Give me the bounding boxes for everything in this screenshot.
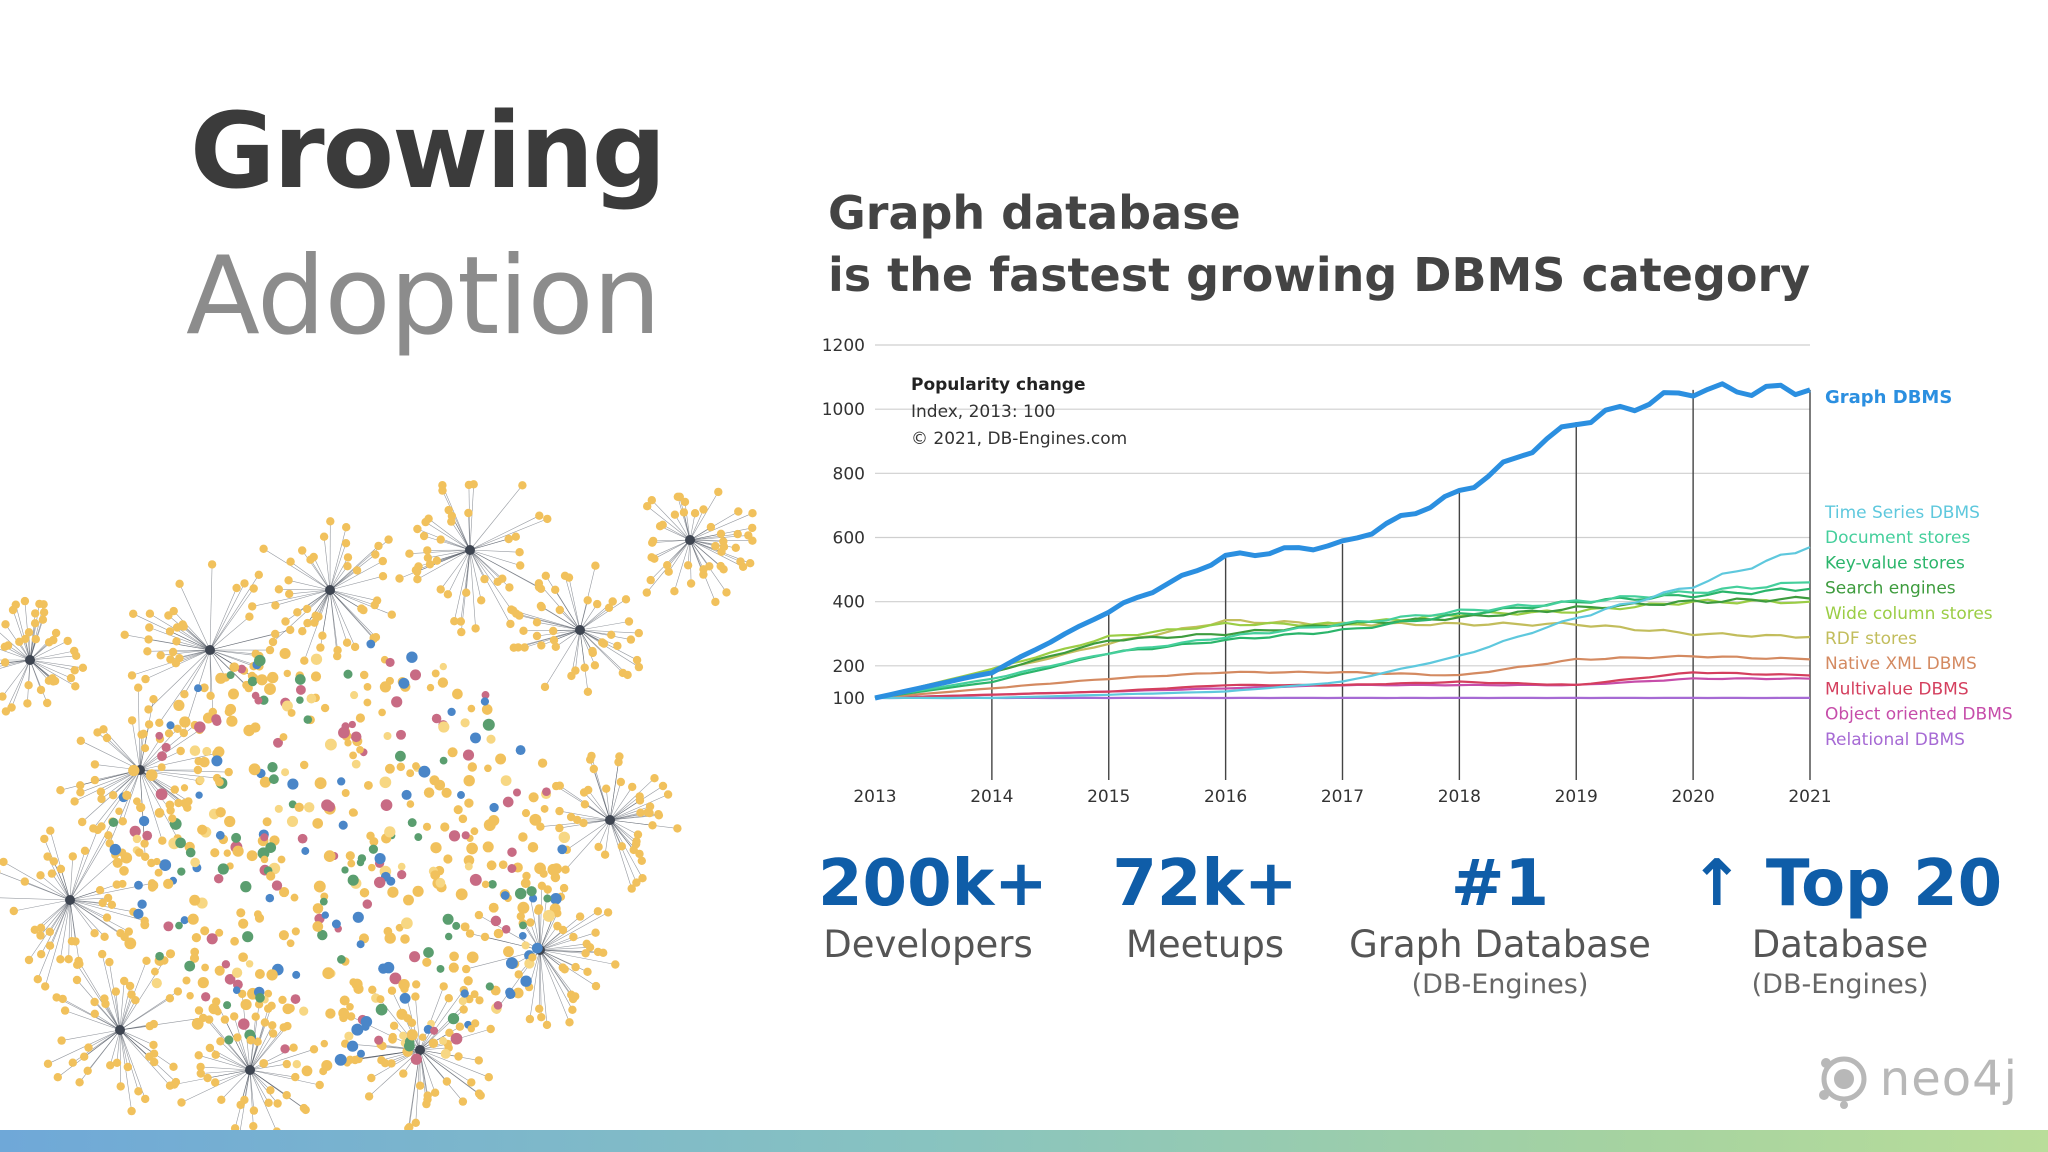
x-tick-2018: 2018 — [1438, 787, 1481, 807]
x-tick-2021: 2021 — [1788, 787, 1831, 807]
stat-top-20-source: (DB-Engines) — [1751, 969, 1929, 1000]
network-hub — [248, 517, 396, 665]
network-hub — [0, 596, 88, 716]
network-hub — [642, 487, 757, 607]
series-line-time-series-dbms — [874, 546, 1811, 700]
legend: Graph DBMS Time Series DBMS Document store… — [1824, 387, 2013, 750]
chart-headline: Graph database is the fastest growing DB… — [828, 182, 2008, 306]
x-tick-2015: 2015 — [1087, 787, 1130, 807]
axis-ticks: 1200 1000 800 600 400 200 100 2013 2014 2015 2016 2… — [822, 336, 1832, 807]
legend-label-graph-dbms: Graph DBMS — [1825, 387, 1952, 408]
neo4j-logo-icon — [1818, 1056, 1867, 1109]
y-tick-1200: 1200 — [822, 336, 865, 356]
annotation-line-2: © 2021, DB-Engines.com — [911, 429, 1127, 449]
stat-meetups-value: 72k+ — [1112, 847, 1298, 921]
series-lines — [874, 381, 1811, 701]
network-hub — [43, 949, 208, 1116]
y-tick-600: 600 — [833, 529, 865, 549]
stat-graph-db-rank-value: #1 — [1450, 847, 1550, 921]
legend-label-time-series-dbms: Time Series DBMS — [1824, 503, 1980, 523]
stat-top-20-value: ↑ Top 20 — [1690, 847, 2003, 921]
network-hub — [0, 817, 157, 991]
y-tick-800: 800 — [833, 464, 865, 484]
year-markers — [991, 389, 1811, 780]
neo4j-logo-text: neo4j — [1879, 1051, 2018, 1107]
network-nodes — [0, 480, 757, 1150]
y-tick-400: 400 — [833, 593, 865, 613]
title-growing: Growing — [190, 90, 666, 212]
headline-line-1: Graph database — [828, 186, 1241, 240]
stat-top-20: ↑ Top 20 Database (DB-Engines) — [1690, 846, 2003, 1002]
legend-label-rdf-stores: RDF stores — [1825, 629, 1917, 649]
stat-developers-label: Developers — [823, 923, 1033, 966]
x-tick-2020: 2020 — [1671, 787, 1714, 807]
network-hub — [120, 560, 295, 738]
legend-label-document-stores: Document stores — [1825, 528, 1970, 548]
neo4j-logo: neo4j — [1816, 1044, 2018, 1114]
network-hub — [395, 480, 552, 637]
stat-meetups-label: Meetups — [1125, 923, 1285, 966]
y-tick-200: 200 — [833, 657, 865, 677]
stat-developers: 200k+ Developers — [818, 846, 1048, 968]
title-adoption: Adoption — [186, 234, 661, 359]
headline-line-2: is the fastest growing DBMS category — [828, 248, 1811, 302]
x-tick-2014: 2014 — [970, 787, 1013, 807]
stat-graph-db-rank: #1 Graph Database (DB-Engines) — [1330, 846, 1670, 1002]
x-tick-2016: 2016 — [1204, 787, 1247, 807]
x-tick-2019: 2019 — [1555, 787, 1598, 807]
network-core — [108, 639, 571, 1077]
y-tick-100: 100 — [833, 689, 865, 709]
stat-meetups: 72k+ Meetups — [1110, 846, 1300, 968]
legend-label-key-value-stores: Key-value stores — [1825, 553, 1965, 573]
x-tick-2013: 2013 — [853, 787, 896, 807]
legend-label-search-engines: Search engines — [1825, 579, 1956, 599]
legend-label-object-oriented-dbms: Object oriented DBMS — [1825, 705, 2013, 725]
network-hub — [509, 561, 644, 696]
network-hub — [536, 751, 682, 893]
y-tick-1000: 1000 — [822, 400, 865, 420]
annotation-line-1: Index, 2013: 100 — [911, 402, 1055, 422]
stat-developers-value: 200k+ — [818, 847, 1048, 921]
graph-network-illustration — [0, 480, 757, 1150]
annotation-heading: Popularity change — [911, 375, 1086, 395]
legend-label-relational-dbms: Relational DBMS — [1825, 730, 1965, 750]
x-tick-2017: 2017 — [1321, 787, 1364, 807]
legend-label-native-xml-dbms: Native XML DBMS — [1825, 654, 1977, 674]
legend-label-multivalue-dbms: Multivalue DBMS — [1825, 679, 1969, 699]
stat-graph-db-rank-label: Graph Database — [1349, 923, 1651, 966]
stat-top-20-label: Database — [1751, 923, 1929, 966]
popularity-line-chart: 1200 1000 800 600 400 200 100 2013 2014 2015 2016 2… — [822, 336, 2013, 807]
series-line-search-engines — [874, 595, 1811, 699]
series-line-multivalue-dbms — [874, 671, 1811, 699]
bottom-gradient-bar — [0, 1130, 2048, 1152]
legend-label-wide-column-stores: Wide column stores — [1825, 604, 1993, 624]
series-line-graph-dbms — [874, 381, 1811, 701]
series-line-native-xml-dbms — [874, 654, 1811, 699]
stat-graph-db-rank-source: (DB-Engines) — [1411, 969, 1589, 1000]
